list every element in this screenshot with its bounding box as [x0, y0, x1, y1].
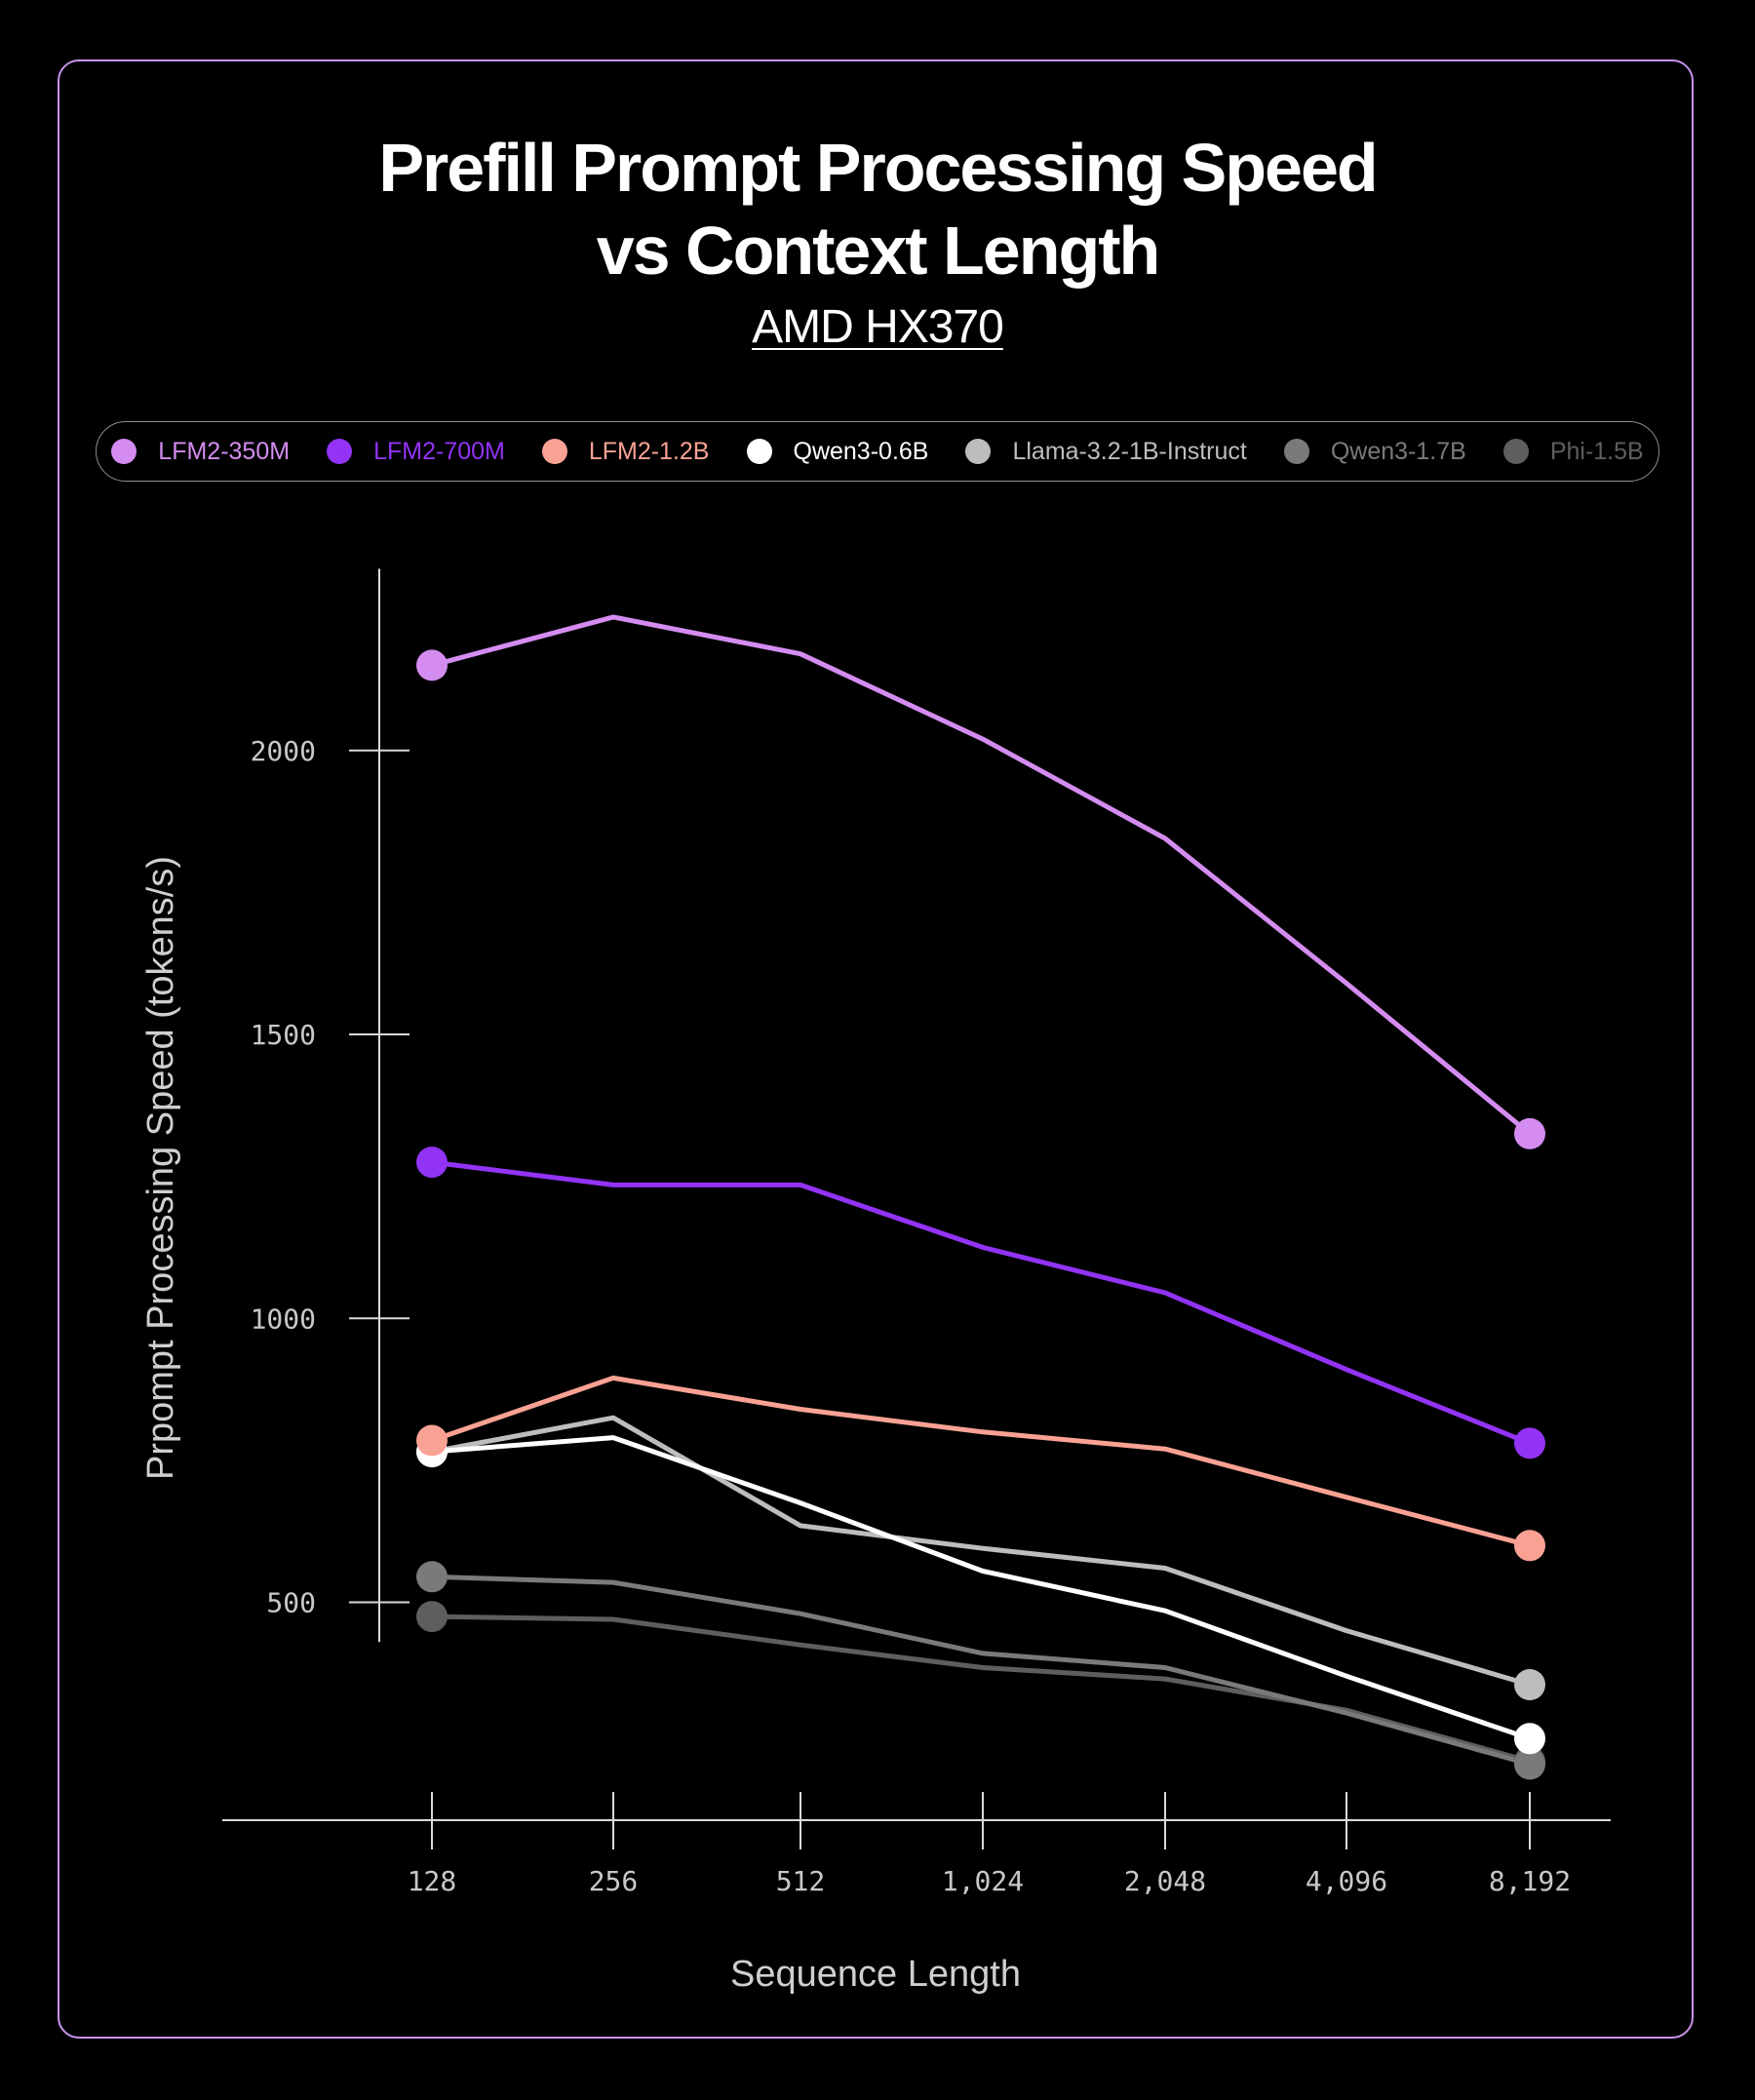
- legend-dot-icon: [1502, 439, 1529, 464]
- series-line-lfm2-700m: [429, 1159, 1533, 1446]
- legend-label: LFM2-1.2B: [588, 437, 710, 465]
- data-point-qwen3-1-7b-8,192: [1514, 1748, 1545, 1780]
- x-axis-title: Sequence Length: [730, 1954, 1021, 1995]
- legend-item-llama-3-2-1b-instruct[interactable]: Llama-3.2-1B-Instruct: [965, 437, 1247, 466]
- x-tick-label-4,096: 4,096: [1306, 1865, 1387, 1897]
- data-point-lfm2-1-2b-8,192: [1514, 1530, 1545, 1562]
- legend-dot-icon: [965, 439, 992, 464]
- series-line-lfm2-1-2b: [429, 1375, 1533, 1548]
- axes: 500 1000 1500 2000 128 256 512 1,024 2,048 4,096 8…: [222, 568, 1611, 1897]
- chart-title-line-1: Prefill Prompt Processing Speed: [378, 130, 1378, 206]
- data-point-lfm2-1-2b-128: [416, 1424, 448, 1457]
- legend-item-qwen3-1-7b[interactable]: Qwen3-1.7B: [1283, 437, 1466, 466]
- series-line-qwen3-0-6b: [429, 1435, 1533, 1741]
- x-tick-label-8,192: 8,192: [1489, 1865, 1571, 1897]
- data-point-phi-1-5b-128: [416, 1601, 448, 1633]
- data-point-lfm2-350m-8,192: [1514, 1117, 1545, 1149]
- legend: LFM2-350M LFM2-700M LFM2-1.2B Qwen3-0.6B…: [96, 421, 1659, 482]
- series-line-llama-3-2-1b-instruct: [429, 1415, 1533, 1688]
- series-markers: [416, 649, 1545, 1780]
- series-lines: [429, 614, 1533, 1767]
- legend-item-lfm2-1-2b[interactable]: LFM2-1.2B: [541, 437, 710, 466]
- legend-item-qwen3-0-6b[interactable]: Qwen3-0.6B: [746, 437, 929, 466]
- y-tick-label-1500: 1500: [251, 1019, 316, 1051]
- legend-dot-icon: [1283, 439, 1309, 464]
- legend-label: Llama-3.2-1B-Instruct: [1012, 437, 1247, 465]
- legend-label: LFM2-700M: [373, 437, 505, 465]
- data-point-qwen3-0-6b-8,192: [1514, 1723, 1545, 1755]
- x-tick-label-1,024: 1,024: [942, 1865, 1024, 1897]
- legend-label: Phi-1.5B: [1549, 437, 1644, 465]
- series-line-phi-1-5b: [429, 1614, 1533, 1765]
- data-point-lfm2-700m-8,192: [1514, 1427, 1545, 1459]
- legend-dot-icon: [327, 439, 353, 464]
- y-axis-title: Prpompt Processing Speed (tokens/s): [140, 856, 181, 1480]
- legend-label: LFM2-350M: [158, 437, 291, 465]
- y-tick-label-500: 500: [266, 1587, 316, 1619]
- y-tick-label-2000: 2000: [251, 735, 316, 767]
- legend-dot-icon: [746, 439, 772, 464]
- legend-item-phi-1-5b[interactable]: Phi-1.5B: [1502, 437, 1644, 466]
- legend-dot-icon: [541, 439, 567, 464]
- data-point-llama-3-2-1b-instruct-8,192: [1514, 1669, 1545, 1700]
- chart-subtitle-text: AMD HX370: [752, 301, 1004, 353]
- data-point-lfm2-350m-128: [416, 649, 448, 681]
- legend-item-lfm2-700m[interactable]: LFM2-700M: [327, 438, 505, 466]
- chart-card: [58, 59, 1694, 2039]
- legend-label: Qwen3-0.6B: [793, 437, 929, 465]
- data-point-lfm2-700m-128: [416, 1147, 448, 1179]
- x-tick-label-2,048: 2,048: [1124, 1865, 1206, 1897]
- legend-item-lfm2-350m[interactable]: LFM2-350M: [111, 438, 290, 466]
- chart-subtitle: AMD HX370: [0, 298, 1755, 357]
- chart-title: Prefill Prompt Processing Speed vs Conte…: [0, 127, 1755, 292]
- legend-dot-icon: [111, 439, 137, 464]
- x-tick-label-512: 512: [776, 1865, 826, 1897]
- data-point-qwen3-1-7b-128: [416, 1561, 448, 1593]
- chart-title-line-2: vs Context Length: [596, 213, 1161, 289]
- x-tick-label-128: 128: [408, 1865, 457, 1897]
- series-line-qwen3-1-7b: [429, 1574, 1533, 1767]
- y-tick-label-1000: 1000: [251, 1303, 316, 1335]
- x-tick-label-256: 256: [589, 1865, 639, 1897]
- series-line-lfm2-350m: [429, 614, 1533, 1137]
- legend-label: Qwen3-1.7B: [1330, 437, 1466, 465]
